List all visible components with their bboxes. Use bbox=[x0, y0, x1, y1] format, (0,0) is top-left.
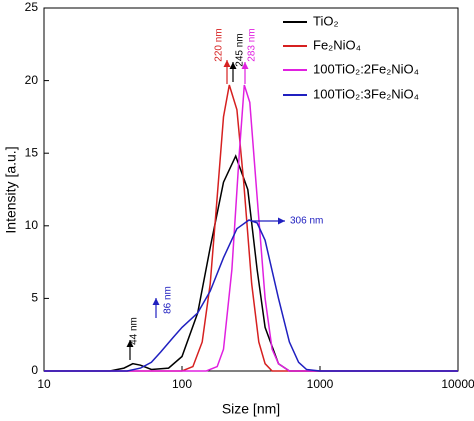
x-axis-title: Size [nm] bbox=[222, 401, 280, 417]
annotation: 245 nm bbox=[235, 33, 246, 66]
annotation: 283 nm bbox=[247, 28, 258, 61]
arrow-head bbox=[229, 62, 237, 69]
arrow-head bbox=[126, 340, 134, 347]
plot-frame bbox=[43, 7, 459, 372]
x-tick-label: 10 bbox=[37, 377, 51, 391]
arrow-head bbox=[278, 217, 285, 225]
x-tick-label: 1000 bbox=[307, 377, 334, 391]
annotation: 86 nm bbox=[163, 286, 174, 314]
legend-label: Fe₂NiO₄ bbox=[313, 37, 361, 52]
legend-label: 100TiO₂:3Fe₂NiO₄ bbox=[313, 86, 419, 101]
y-axis-title: Intensity [a.u.] bbox=[3, 146, 19, 233]
y-tick-label: 5 bbox=[31, 291, 38, 305]
arrow-head bbox=[152, 298, 160, 305]
data-line bbox=[44, 84, 458, 372]
y-tick-label: 0 bbox=[31, 363, 38, 377]
annotation: 44 nm bbox=[129, 317, 140, 345]
legend-label: 100TiO₂:2Fe₂NiO₄ bbox=[313, 61, 419, 76]
data-line bbox=[44, 84, 458, 372]
y-tick-label: 15 bbox=[25, 145, 39, 159]
data-line bbox=[44, 219, 458, 372]
y-tick-label: 20 bbox=[25, 73, 39, 87]
annotation: 220 nm bbox=[214, 28, 225, 61]
data-line bbox=[44, 154, 458, 372]
x-tick-label: 10000 bbox=[441, 377, 474, 391]
legend-label: TiO₂ bbox=[313, 13, 339, 28]
y-tick-label: 10 bbox=[25, 218, 39, 232]
arrow-head bbox=[241, 62, 249, 69]
y-tick-label: 25 bbox=[25, 0, 39, 14]
arrow-head bbox=[223, 60, 231, 67]
x-tick-label: 100 bbox=[172, 377, 192, 391]
annotation: 306 nm bbox=[290, 216, 323, 227]
